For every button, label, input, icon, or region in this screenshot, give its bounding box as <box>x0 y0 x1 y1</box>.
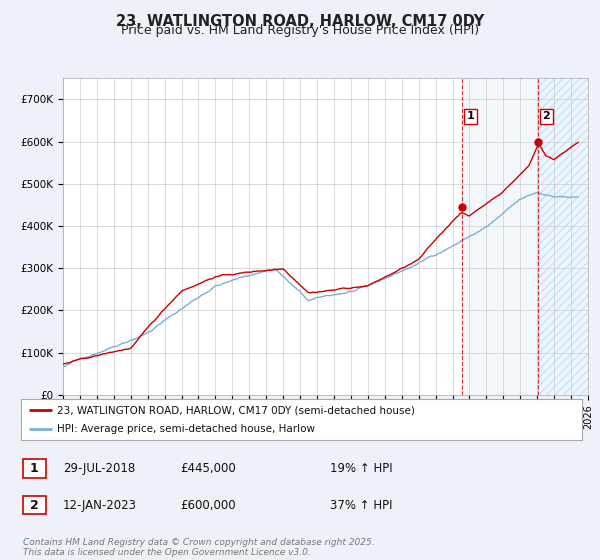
Text: 29-JUL-2018: 29-JUL-2018 <box>63 462 135 475</box>
Text: 19% ↑ HPI: 19% ↑ HPI <box>330 462 392 475</box>
Text: 2: 2 <box>542 111 550 122</box>
Text: 1: 1 <box>467 111 475 122</box>
Text: 23, WATLINGTON ROAD, HARLOW, CM17 0DY: 23, WATLINGTON ROAD, HARLOW, CM17 0DY <box>116 14 484 29</box>
Bar <box>462 78 538 395</box>
Text: 2: 2 <box>30 498 38 512</box>
Text: Contains HM Land Registry data © Crown copyright and database right 2025.
This d: Contains HM Land Registry data © Crown c… <box>23 538 374 557</box>
Text: 23, WATLINGTON ROAD, HARLOW, CM17 0DY (semi-detached house): 23, WATLINGTON ROAD, HARLOW, CM17 0DY (s… <box>58 405 415 415</box>
Text: 1: 1 <box>30 462 38 475</box>
Bar <box>538 78 588 395</box>
Text: £600,000: £600,000 <box>180 498 236 512</box>
Text: 37% ↑ HPI: 37% ↑ HPI <box>330 498 392 512</box>
Text: Price paid vs. HM Land Registry's House Price Index (HPI): Price paid vs. HM Land Registry's House … <box>121 24 479 37</box>
Text: HPI: Average price, semi-detached house, Harlow: HPI: Average price, semi-detached house,… <box>58 424 316 433</box>
Text: 12-JAN-2023: 12-JAN-2023 <box>63 498 137 512</box>
Text: £445,000: £445,000 <box>180 462 236 475</box>
